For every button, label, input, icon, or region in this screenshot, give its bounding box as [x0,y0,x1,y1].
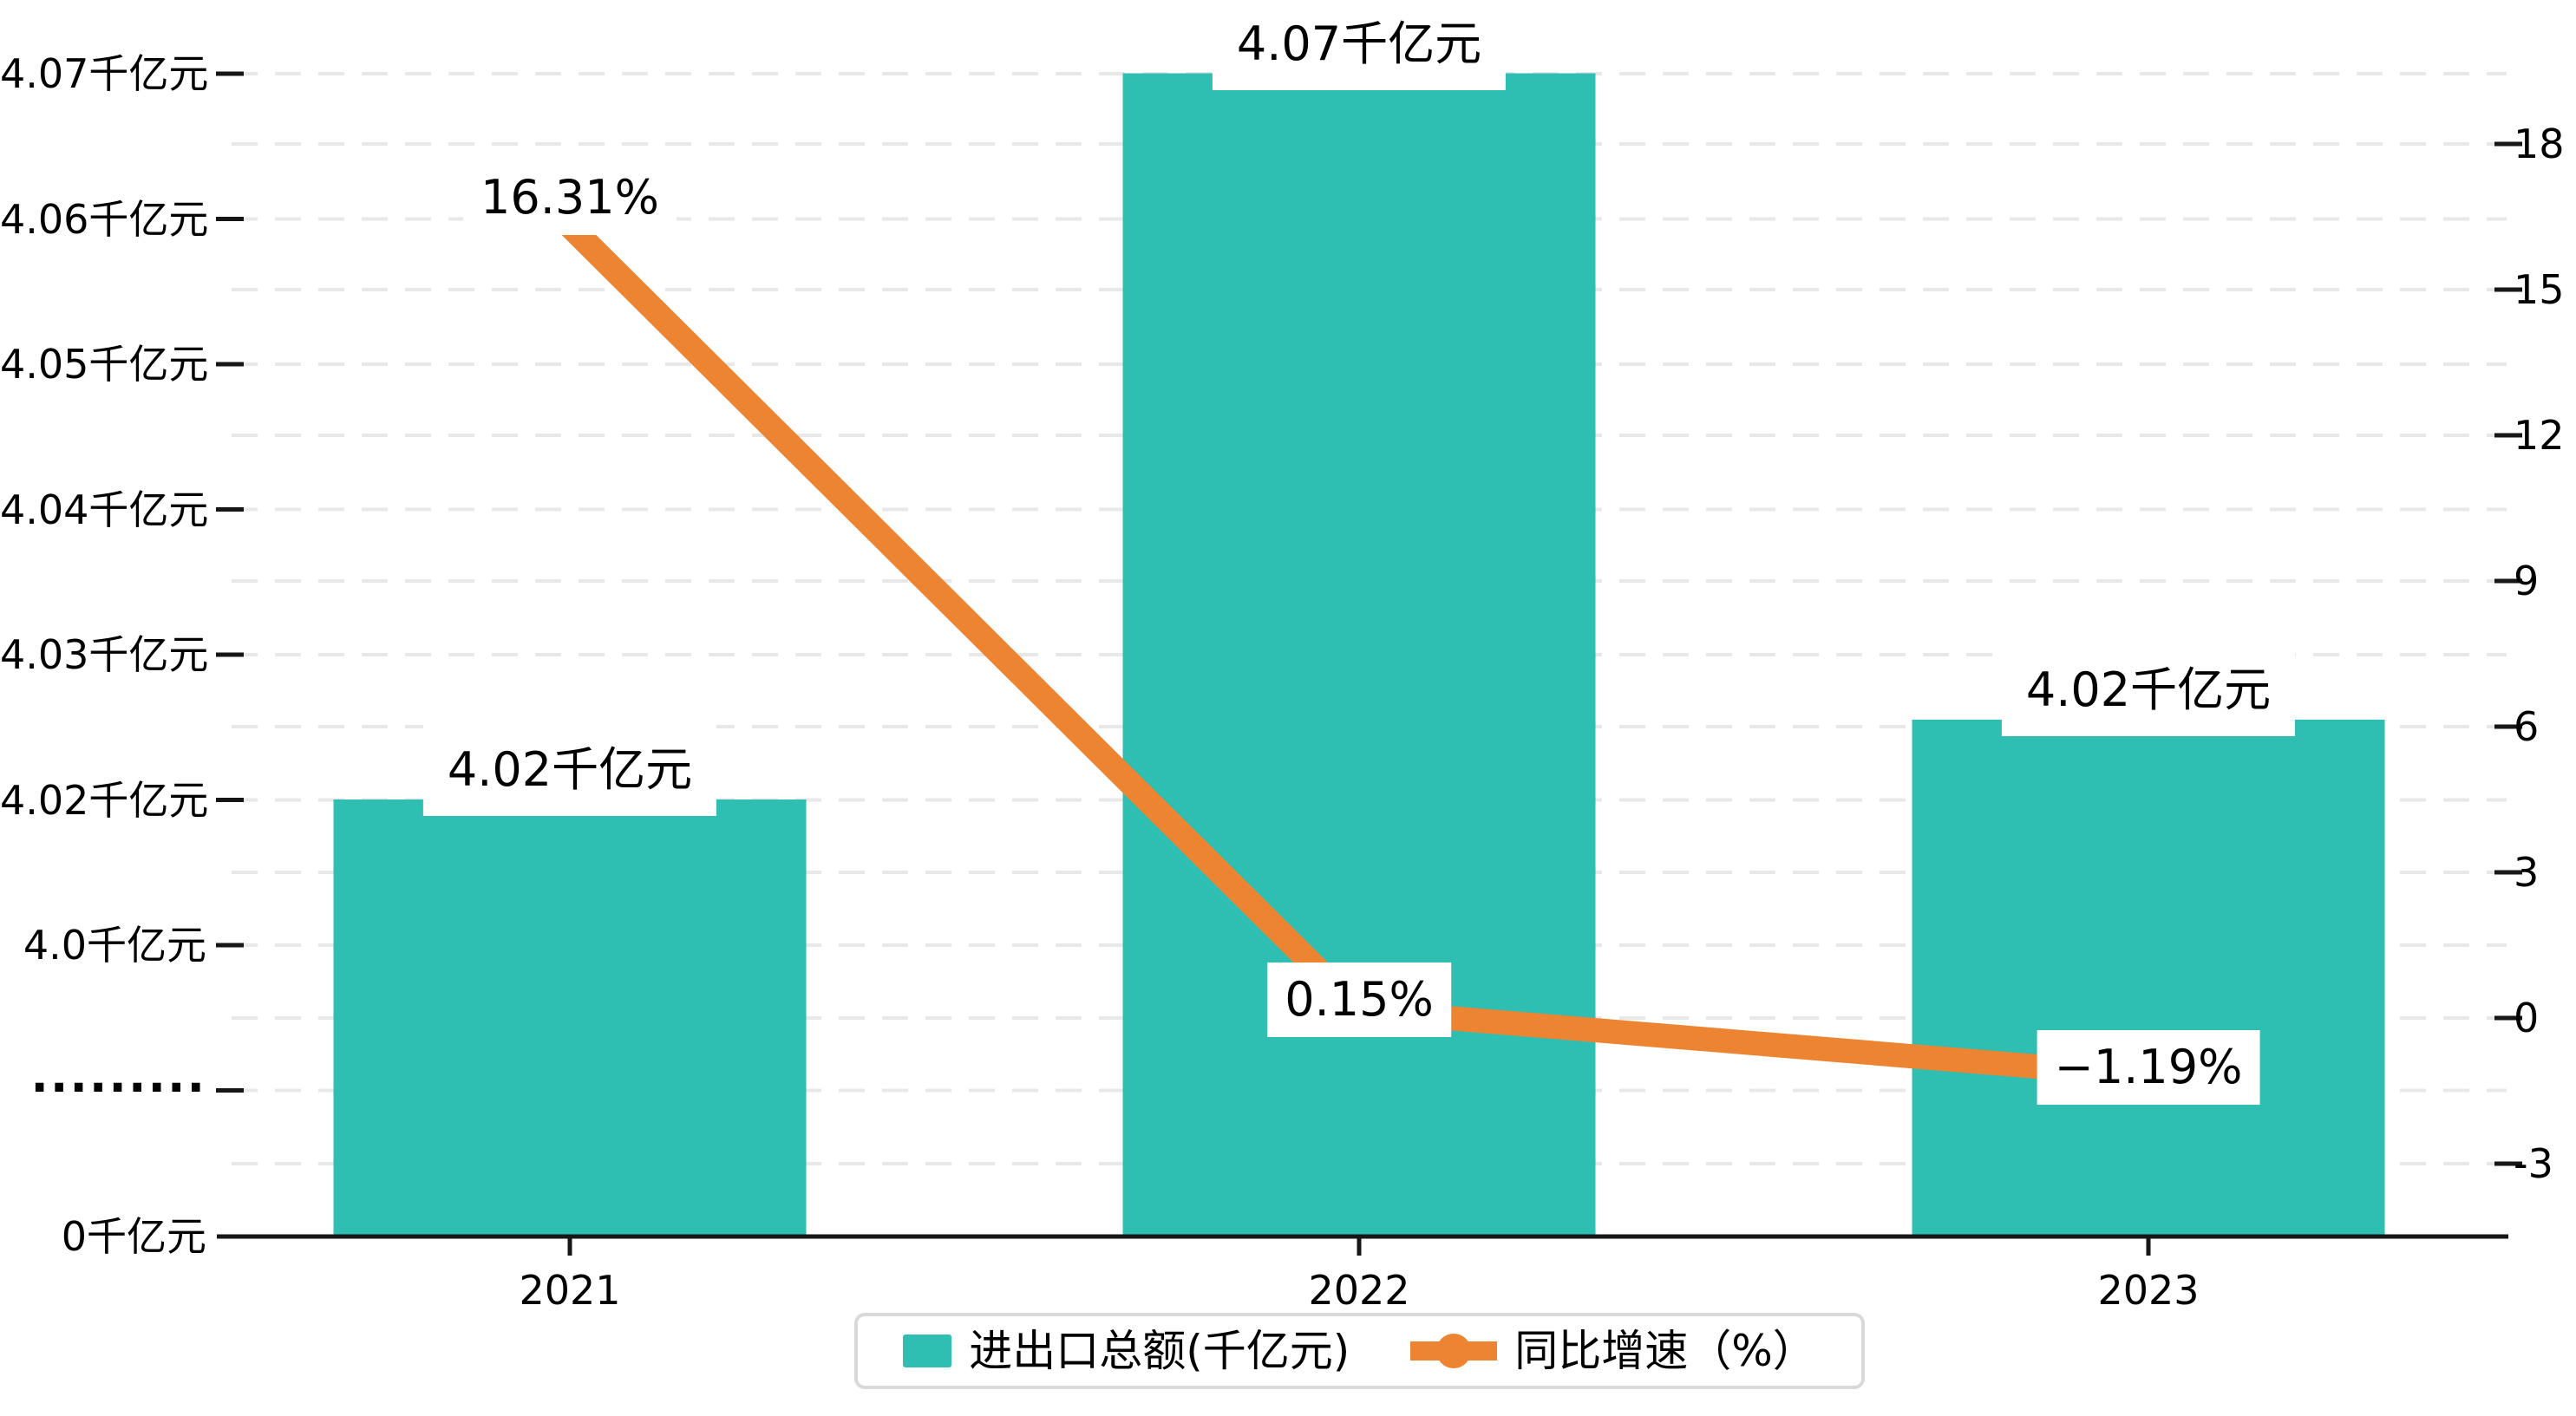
legend-label-line-series: 同比增速（%） [1514,1326,1816,1376]
line-series-marker-icon [1410,1332,1498,1370]
axis-break-dots: ········· [30,1060,206,1115]
line-value-label: 16.31% [463,160,677,235]
right-axis-label: 0 [2514,995,2540,1041]
left-axis-label: 4.0千亿元 [23,922,206,969]
legend-label-bar-series: 进出口总额(千亿元) [969,1326,1350,1376]
x-axis-label-2021: 2021 [519,1267,621,1314]
bar-2021 [333,799,807,1237]
x-axis-label-2022: 2022 [1308,1267,1410,1314]
right-axis-label: -3 [2514,1140,2553,1187]
left-axis-label: 4.07千亿元 [0,50,209,97]
line-value-label: 0.15% [1267,962,1451,1037]
left-axis-label: 4.02千亿元 [0,776,209,824]
right-axis-label: 12 [2514,412,2565,459]
bar-value-label: 4.02千亿元 [2001,643,2296,736]
line-value-label: −1.19% [2037,1029,2260,1105]
legend-item-bar-series: 进出口总额(千亿元) [903,1327,1350,1375]
bar-series-swatch-icon [903,1334,952,1367]
left-axis-label: 4.05千亿元 [0,341,209,388]
left-axis-label: 4.04千亿元 [0,486,209,533]
right-axis-label: 3 [2514,849,2540,896]
bar-value-label: 4.07千亿元 [1212,0,1507,90]
bar-value-label: 4.02千亿元 [422,724,717,816]
left-axis-zero-label: 0千亿元 [61,1213,206,1260]
right-axis-label: 6 [2514,703,2540,750]
left-axis-label: 4.06千亿元 [0,195,209,243]
legend-item-line-series: 同比增速（%） [1410,1327,1816,1375]
right-axis-label: 18 [2514,121,2565,167]
legend: 进出口总额(千亿元) 同比增速（%） [854,1313,1865,1389]
right-axis-label: 9 [2514,558,2540,604]
bar-2022 [1122,73,1596,1237]
line-icon-dot [1436,1334,1472,1368]
left-axis-label: 4.03千亿元 [0,631,209,678]
right-axis-label: 15 [2514,266,2565,313]
x-axis-label-2023: 2023 [2097,1267,2200,1314]
bar-2023 [1912,719,2385,1237]
